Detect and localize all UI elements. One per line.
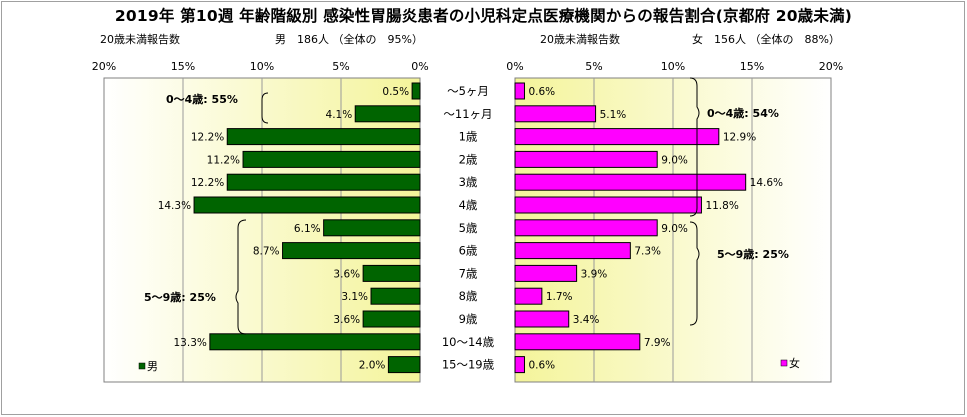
female-data-label: 7.3% (634, 246, 661, 258)
male-bar (362, 264, 421, 282)
male-header-right: 男 186人 （全体の 95%） (275, 32, 423, 46)
male-group-5-9-label: 5～9歳: 25% (144, 290, 216, 304)
male-bracket-0-4 (261, 92, 269, 124)
male-legend-swatch (138, 362, 146, 370)
male-data-label: 14.3% (158, 200, 191, 212)
female-header-left: 20歳未満報告数 (540, 33, 620, 46)
female-bar (514, 150, 658, 168)
female-data-label: 12.9% (723, 132, 756, 144)
female-data-label: 5.1% (600, 109, 627, 121)
female-data-label: 9.0% (661, 154, 688, 166)
chart-title: 2019年 第10週 年齢階級別 感染性胃腸炎患者の小児科定点医療機関からの報告… (114, 7, 853, 25)
male-data-label: 8.7% (253, 246, 280, 258)
category-label: 10～14歳 (442, 335, 495, 349)
female-legend-label: 女 (789, 356, 800, 370)
female-group-5-9-label: 5～9歳: 25% (717, 247, 789, 261)
female-bar (514, 242, 631, 260)
male-data-label: 2.0% (359, 360, 386, 372)
male-bar (242, 150, 421, 168)
male-x-axis: 20% 15% 10% 5% 0% (92, 60, 429, 73)
female-bar (514, 82, 525, 100)
female-x-tick-label: 5% (585, 60, 602, 73)
male-series: 0.5%4.1%12.2%11.2%12.2%14.3%6.1%8.7%3.6%… (158, 82, 421, 374)
male-bar (323, 219, 421, 237)
female-legend-swatch (780, 359, 788, 367)
male-x-tick-label: 15% (171, 60, 195, 73)
male-data-label: 3.6% (333, 314, 360, 326)
female-x-tick-label: 15% (740, 60, 764, 73)
female-data-label: 3.4% (573, 314, 600, 326)
female-bar (514, 264, 578, 282)
category-label: ～5ヶ月 (447, 84, 489, 98)
female-bar (514, 287, 543, 305)
male-x-tick-label: 10% (250, 60, 274, 73)
male-legend-label: 男 (147, 360, 158, 373)
category-label: 9歳 (459, 312, 478, 326)
male-x-tick-label: 0% (411, 60, 428, 73)
female-x-tick-label: 0% (506, 60, 523, 73)
female-bar (514, 105, 597, 123)
male-header-left: 20歳未満報告数 (100, 33, 180, 46)
female-data-label: 7.9% (644, 337, 671, 349)
female-data-label: 9.0% (661, 223, 688, 235)
category-label: 6歳 (459, 244, 478, 258)
category-labels: ～5ヶ月 ～11ヶ月 1歳 2歳 3歳 4歳 5歳 6歳 7歳 8歳 9歳 10～14歳 15～19歳 (442, 84, 495, 372)
male-data-label: 13.3% (174, 337, 207, 349)
male-bar (411, 82, 421, 100)
female-bar (514, 333, 641, 351)
female-data-label: 3.9% (581, 268, 608, 280)
male-data-label: 3.1% (341, 291, 368, 303)
male-bracket-5-9 (235, 219, 247, 335)
male-bar (193, 196, 421, 214)
female-bar (514, 196, 702, 214)
female-data-label: 14.6% (750, 177, 783, 189)
male-data-label: 11.2% (207, 154, 240, 166)
male-bar (209, 333, 421, 351)
female-data-label: 0.6% (528, 360, 555, 372)
female-data-label: 11.8% (705, 200, 738, 212)
male-group-0-4-label: 0～4歳: 55% (166, 92, 238, 106)
female-bar (514, 219, 658, 237)
category-label: 3歳 (459, 175, 478, 189)
female-bar (514, 173, 747, 191)
male-bar (226, 173, 421, 191)
male-data-label: 12.2% (191, 132, 224, 144)
male-bar (282, 242, 421, 260)
category-label: 15～19歳 (442, 358, 495, 372)
female-data-label: 1.7% (546, 291, 573, 303)
category-label: 1歳 (459, 130, 478, 144)
female-x-axis: 0% 5% 10% 15% 20% (506, 60, 843, 73)
category-label: 4歳 (459, 198, 478, 212)
category-label: 5歳 (459, 221, 478, 235)
male-x-tick-label: 20% (92, 60, 116, 73)
female-header-right: 女 156人 （全体の 88%） (692, 32, 840, 46)
female-bracket-0-4 (689, 77, 700, 217)
male-bar (362, 310, 421, 328)
female-x-tick-label: 10% (661, 60, 685, 73)
category-label: 8歳 (459, 289, 478, 303)
category-label: ～11ヶ月 (443, 107, 492, 121)
male-x-tick-label: 5% (332, 60, 349, 73)
male-data-label: 12.2% (191, 177, 224, 189)
male-data-label: 0.5% (382, 86, 409, 98)
male-bar (387, 356, 421, 374)
male-data-label: 4.1% (326, 109, 353, 121)
male-bar (226, 128, 421, 146)
male-bar (370, 287, 421, 305)
female-series: 0.6%5.1%12.9%9.0%14.6%11.8%9.0%7.3%3.9%1… (514, 82, 783, 374)
female-data-label: 0.6% (528, 86, 555, 98)
male-bar (354, 105, 421, 123)
male-data-label: 6.1% (294, 223, 321, 235)
male-data-label: 3.6% (333, 268, 360, 280)
female-bracket-5-9 (689, 221, 700, 326)
female-group-0-4-label: 0～4歳: 54% (707, 106, 779, 120)
category-label: 2歳 (459, 152, 478, 166)
female-bar (514, 310, 570, 328)
female-bar (514, 128, 720, 146)
female-x-tick-label: 20% (819, 60, 843, 73)
female-bar (514, 356, 525, 374)
category-label: 7歳 (459, 266, 478, 280)
